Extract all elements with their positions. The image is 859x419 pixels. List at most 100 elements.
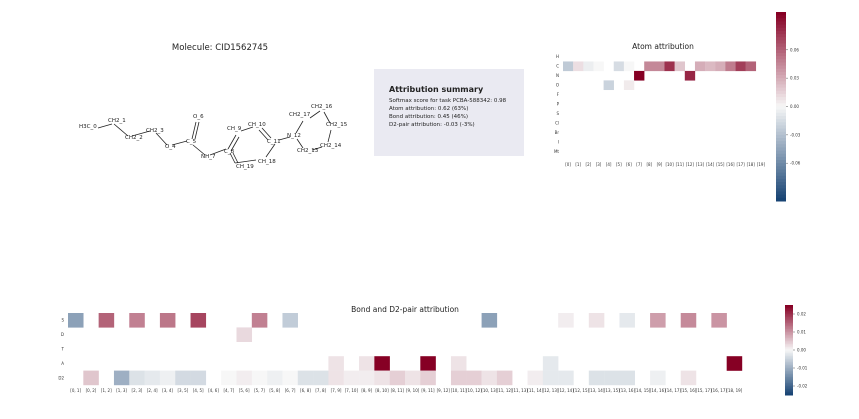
atom-heatmap-cell — [644, 61, 655, 72]
atom-heatmap-colorbar-segment — [776, 194, 786, 199]
bond-heatmap-colorbar-segment — [785, 359, 793, 361]
bond-heatmap-cell — [405, 370, 421, 386]
atom-heatmap-colorbar-segment — [776, 15, 786, 19]
atom-heatmap-colorbar-segment — [776, 34, 786, 38]
bond-heatmap-colorbar-segment — [785, 332, 793, 334]
bond-heatmap-col-label: [0, 2] — [86, 388, 97, 393]
bond-heatmap-col-label: [8, 11] — [391, 388, 405, 393]
atom-heatmap-row-label: H — [556, 54, 559, 59]
atom-heatmap-colorbar-segment — [776, 153, 786, 158]
bond-heatmap-colorbar-segment — [785, 353, 793, 355]
bond-heatmap-col-label: [2, 3] — [132, 388, 143, 393]
bond-heatmap-colorbar-segment — [785, 390, 793, 393]
bond-heatmap-col-label: [11, 13] — [512, 388, 528, 393]
bond-heatmap-col-label: [1, 3] — [116, 388, 127, 393]
bond-heatmap-colorbar-segment — [785, 350, 793, 352]
atom-label: CH_18 — [258, 159, 276, 165]
bond-heatmap-cell — [190, 370, 207, 386]
bond-heatmap-col-label: [5, 6] — [239, 388, 250, 393]
atom-heatmap-colorbar-segment — [776, 90, 786, 95]
atom-heatmap-colorbar-segment — [776, 197, 786, 202]
atom-heatmap-colorbar-segment — [776, 71, 786, 76]
atom-heatmap-cell — [735, 61, 746, 72]
bond-heatmap-colorbar-segment — [785, 362, 793, 364]
bond-heatmap-col-label: [9, 10] — [406, 388, 420, 393]
atom-heatmap-colorbar-tick-label: 0.00 — [790, 104, 799, 109]
atom-heatmap-colorbar-segment — [776, 46, 786, 51]
atom-heatmap-colorbar-segment — [776, 65, 786, 70]
atom-label: CH_9 — [227, 126, 242, 132]
atom-heatmap-col-label: [12] — [686, 162, 695, 167]
bond-heatmap-colorbar-segment — [785, 321, 793, 324]
bond-heatmap-colorbar-segment — [785, 320, 793, 322]
bond-heatmap-cell — [420, 356, 436, 371]
bond-heatmap-col-label: [11, 14] — [527, 388, 543, 393]
bond-heatmap-colorbar-segment — [785, 356, 793, 358]
bond-heatmap-cell — [542, 370, 559, 386]
bond-heatmap-col-label: [1, 2] — [101, 388, 112, 393]
bond-heatmap-col-label: [16, 17] — [711, 388, 727, 393]
bond-heatmap-colorbar-segment — [785, 383, 793, 385]
bond-heatmap-row-label: D — [61, 332, 64, 337]
bond-heatmap-colorbar-segment — [785, 309, 793, 312]
atom-label: CH2_3 — [146, 128, 164, 134]
bond-heatmap-colorbar-segment — [785, 327, 793, 330]
atom-heatmap-colorbar-segment — [776, 122, 786, 126]
bond-heatmap-col-label: [7, 8] — [315, 388, 326, 393]
atom-heatmap-cell — [593, 61, 604, 72]
atom-heatmap-col-label: [0] — [565, 162, 571, 167]
atom-heatmap-colorbar-segment — [776, 62, 786, 67]
bond-heatmap-cell — [374, 356, 390, 371]
bond-heatmap-col-label: [15, 16] — [680, 388, 696, 393]
bond-heatmap-colorbar-segment — [785, 380, 793, 382]
bond-heatmap-colorbar-segment — [785, 318, 793, 321]
bond-heatmap-colorbar-segment — [785, 392, 793, 394]
atom-heatmap-col-label: [8] — [646, 162, 652, 167]
bond-heatmap-colorbar-segment — [785, 378, 793, 381]
atom-heatmap-cell — [664, 61, 675, 72]
atom-heatmap-row-label: Mt — [554, 149, 559, 154]
atom-heatmap-colorbar-segment — [776, 21, 786, 26]
atom-heatmap-colorbar-segment — [776, 131, 786, 136]
atom-heatmap-col-label: [11] — [676, 162, 685, 167]
atom-heatmap-row-label: C — [556, 64, 559, 69]
bond-heatmap-col-label: [15, 17] — [696, 388, 712, 393]
molecule-title: Molecule: CID1562745 — [171, 43, 269, 53]
bond-heatmap-colorbar-segment — [785, 365, 793, 367]
bond-heatmap-colorbar-segment — [785, 363, 793, 366]
atom-heatmap-colorbar-segment — [776, 75, 786, 79]
bond-heatmap-colorbar-segment — [785, 389, 793, 391]
bond-heatmap-colorbar-segment — [785, 311, 793, 313]
bond-heatmap-col-label: [10, 13] — [481, 388, 497, 393]
atom-heatmap-colorbar-segment — [776, 147, 786, 152]
bond-heatmap-colorbar-segment — [785, 374, 793, 376]
bond-heatmap-colorbar-segment — [785, 330, 793, 333]
atom-heatmap-colorbar-tick-label: 0.03 — [790, 76, 799, 81]
bond-heatmap-row-label: A — [61, 361, 64, 366]
atom-label: O_4 — [165, 144, 176, 150]
atom-heatmap-col-label: [17] — [737, 162, 746, 167]
atom-heatmap-colorbar-tick-label: -0.03 — [790, 132, 801, 137]
bond-heatmap-colorbar-segment — [785, 386, 793, 388]
atom-heatmap-col-label: [7] — [636, 162, 642, 167]
bond-heatmap-colorbar-tick-label: -0.01 — [797, 366, 808, 371]
atom-heatmap-cell — [583, 61, 594, 72]
bond-heatmap-colorbar-segment — [785, 354, 793, 357]
bond-heatmap-col-label: [10, 11] — [451, 388, 467, 393]
atom-label: C_11 — [267, 139, 281, 145]
bond-heatmap-colorbar-segment — [785, 368, 793, 370]
atom-heatmap-cell — [705, 61, 716, 72]
atom-heatmap-colorbar-segment — [776, 87, 786, 92]
bond-heatmap-cell — [450, 370, 467, 386]
atom-heatmap-cell — [654, 61, 665, 72]
atom-heatmap-colorbar-segment — [776, 52, 786, 57]
atom-heatmap-colorbar-segment — [776, 37, 786, 41]
bond-heatmap-cell — [680, 370, 697, 386]
atom-heatmap-colorbar-segment — [776, 93, 786, 98]
bond-heatmap-col-label: [4, 5] — [193, 388, 204, 393]
bond-heatmap-colorbar-segment — [785, 326, 793, 328]
atom-label: CH_19 — [236, 164, 254, 170]
bond-heatmap-cell — [527, 370, 544, 386]
bond-heatmap-colorbar-segment — [785, 369, 793, 372]
